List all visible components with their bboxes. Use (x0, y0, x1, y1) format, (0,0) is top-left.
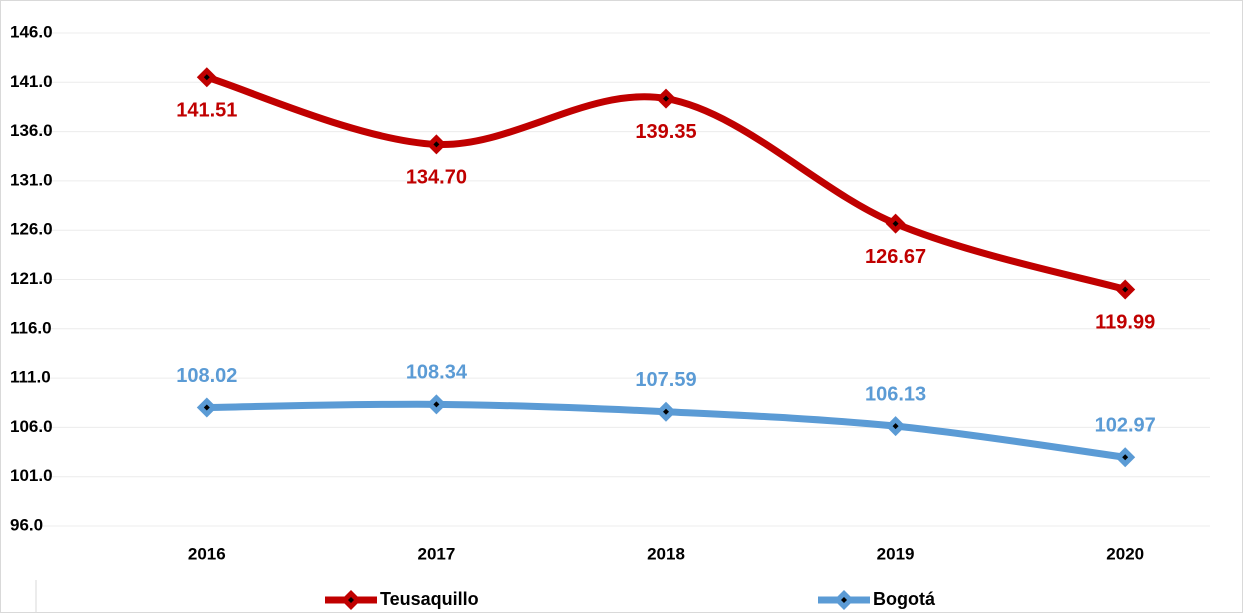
data-point (885, 416, 906, 437)
data-point (196, 397, 217, 418)
x-tick-label: 2017 (417, 544, 455, 563)
y-tick-label: 131.0 (10, 170, 53, 189)
data-point (656, 401, 676, 422)
data-point (885, 213, 906, 234)
y-tick-label: 146.0 (10, 22, 53, 41)
legend-label: Teusaquillo (380, 589, 479, 609)
data-label: 119.99 (1095, 312, 1155, 334)
legend-marker (834, 590, 854, 610)
data-label: 126.67 (865, 246, 926, 268)
y-tick-label: 116.0 (10, 318, 52, 337)
legend-label: Bogotá (873, 589, 936, 609)
data-point (196, 67, 217, 88)
y-tick-label: 96.0 (10, 515, 43, 534)
x-tick-label: 2020 (1106, 544, 1144, 563)
marker-center (203, 404, 210, 411)
data-point (426, 394, 447, 415)
data-label: 141.51 (176, 100, 237, 122)
y-tick-label: 111.0 (10, 368, 51, 387)
data-label: 139.35 (635, 121, 696, 143)
marker-center (1122, 286, 1129, 293)
marker-center (348, 597, 354, 603)
y-tick-label: 101.0 (10, 466, 53, 485)
marker-center (841, 597, 847, 603)
data-point (1115, 279, 1136, 300)
x-tick-label: 2016 (188, 544, 226, 563)
data-label: 106.13 (865, 383, 926, 405)
y-tick-label: 136.0 (10, 121, 53, 140)
data-label: 134.70 (406, 167, 467, 189)
y-tick-label: 106.0 (10, 417, 53, 436)
marker-center (892, 423, 899, 430)
data-point (1115, 447, 1136, 468)
legend-marker (341, 590, 361, 610)
data-label: 102.97 (1095, 415, 1156, 437)
data-point (426, 134, 447, 155)
marker-center (433, 141, 440, 148)
data-point (656, 88, 676, 109)
data-label: 108.34 (406, 362, 468, 384)
marker-center (663, 95, 669, 102)
marker-center (663, 408, 669, 415)
x-tick-label: 2018 (647, 544, 685, 563)
data-label: 108.02 (176, 365, 237, 387)
marker-center (203, 74, 210, 81)
y-tick-label: 141.0 (10, 72, 53, 91)
x-tick-label: 2019 (877, 544, 915, 563)
marker-center (433, 401, 440, 408)
marker-center (1122, 454, 1129, 461)
data-label: 107.59 (635, 369, 696, 391)
y-tick-label: 126.0 (10, 220, 53, 239)
marker-center (892, 220, 899, 227)
y-tick-label: 121.0 (10, 269, 53, 288)
